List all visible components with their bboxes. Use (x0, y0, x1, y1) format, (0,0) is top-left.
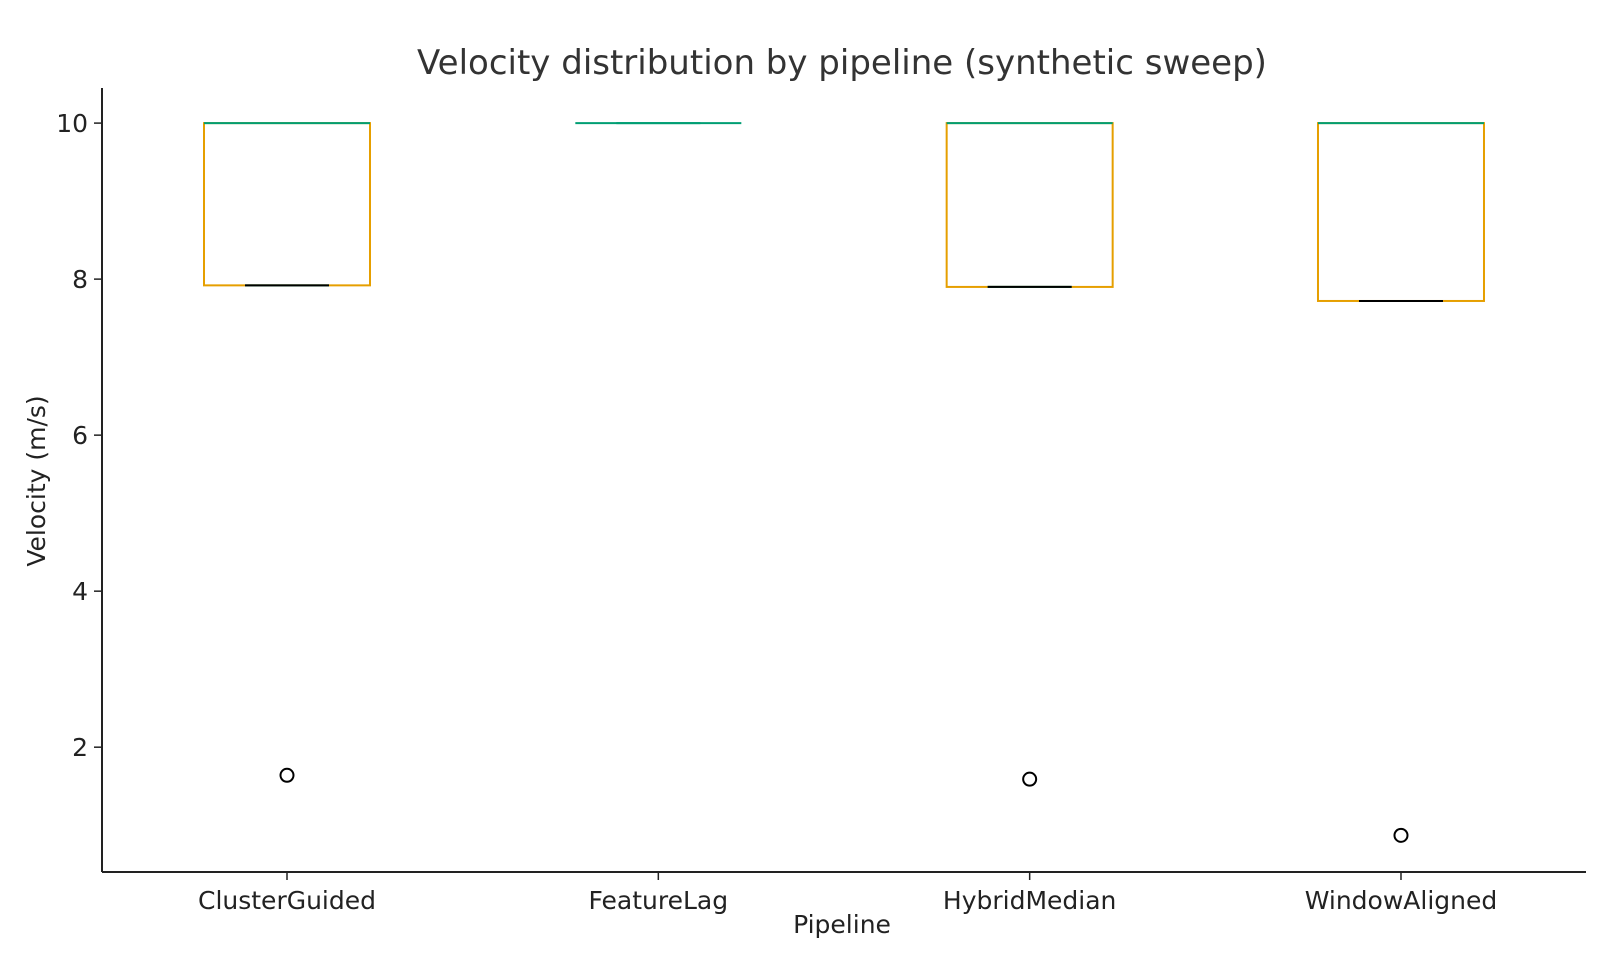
x-tick-label: HybridMedian (943, 886, 1117, 915)
y-tick-label: 4 (72, 577, 88, 606)
y-axis-label: Velocity (m/s) (22, 395, 51, 566)
x-ticks: ClusterGuided FeatureLag HybridMedian Windo… (198, 872, 1497, 915)
y-tick-label: 6 (72, 421, 88, 450)
y-tick-label: 10 (56, 109, 88, 138)
box-iqr (203, 122, 371, 287)
x-axis-label: Pipeline (793, 910, 891, 939)
outlier-point (279, 767, 295, 783)
box-group-hybridmedian (945, 122, 1114, 787)
axes (101, 88, 1586, 873)
box-group-clusterguided (203, 122, 371, 783)
y-tick-label: 2 (72, 733, 88, 762)
box-iqr (1316, 122, 1485, 302)
y-ticks: 2 4 6 8 10 (56, 109, 102, 762)
box-iqr (945, 122, 1114, 288)
x-tick-label: WindowAligned (1305, 886, 1498, 915)
x-tick-label: FeatureLag (589, 886, 729, 915)
x-tick-label: ClusterGuided (198, 886, 376, 915)
boxes (203, 122, 1485, 843)
outlier-point (1022, 771, 1038, 787)
y-tick-label: 8 (72, 265, 88, 294)
box-group-windowaligned (1316, 122, 1485, 843)
outlier-point (1393, 827, 1409, 843)
chart-title: Velocity distribution by pipeline (synth… (417, 43, 1267, 83)
